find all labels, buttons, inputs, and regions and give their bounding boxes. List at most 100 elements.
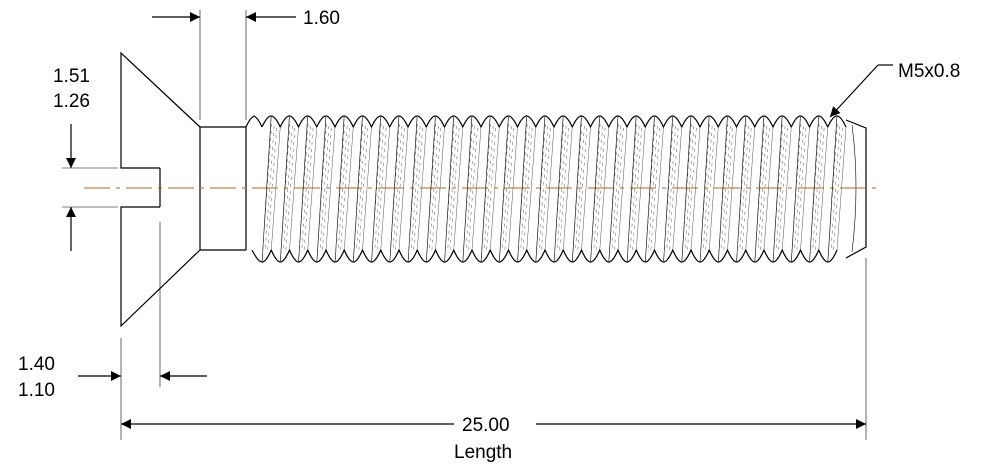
thread-shade-line (755, 123, 765, 255)
thread-shade-line (814, 127, 825, 251)
thread-shade-line (556, 125, 567, 253)
slot-width-dimension: 1.40 1.10 (18, 222, 207, 440)
thread-shade-line (794, 125, 804, 253)
thread-shade-line (371, 123, 382, 255)
thread-bottom-edge (251, 248, 838, 263)
slot-depth-label: 1.60 (303, 8, 340, 29)
thread-shade-line (833, 127, 843, 251)
thread-shade-line (702, 125, 713, 253)
thread-shade-line (632, 127, 642, 251)
thread-shade-line (554, 123, 564, 255)
thread-shade-line (650, 127, 661, 251)
thread-top-edge (261, 115, 847, 129)
thread-shade-line (577, 127, 588, 251)
thread-shade-line (572, 123, 583, 255)
thread-shade-line (319, 125, 330, 253)
thread-shade-line (611, 125, 622, 253)
thread-shade-line (645, 123, 656, 255)
thread-shade-line (575, 125, 585, 253)
thread-lines (261, 116, 847, 262)
thread-callout: M5x0.8 (829, 61, 960, 118)
thread-shade-line (559, 127, 569, 251)
thread-shade-line (483, 125, 494, 253)
thread-shade-line (778, 127, 788, 251)
thread-shade-line (499, 123, 510, 255)
thread-shade-line (775, 125, 786, 253)
thread-shade-line (828, 123, 838, 255)
thread-shade-line (627, 123, 637, 255)
thread-root-line (453, 126, 463, 251)
thread-shade-line (522, 127, 533, 251)
thread-shade-line (301, 125, 311, 253)
slot-width-b-label: 1.10 (18, 380, 55, 401)
thread-shade-line (541, 127, 551, 251)
thread-shade-line (760, 127, 770, 251)
thread-shade-line (595, 127, 606, 251)
thread-shade-line (830, 125, 841, 253)
thread-shade-line (723, 127, 734, 251)
thread-shade-line (481, 123, 491, 255)
thread-shade-line (358, 127, 369, 251)
thread-root-line (745, 126, 755, 251)
thread-shade-line (520, 125, 530, 253)
thread-shade-line (700, 123, 710, 255)
thread-shade-line (340, 127, 350, 251)
thread-shade-line (721, 125, 731, 253)
thread-root-line (709, 126, 719, 251)
thread-shade-line (395, 127, 405, 251)
thread-shade-line (502, 125, 512, 253)
threaded-shank (245, 115, 867, 263)
length-value-label: 25.00 (462, 415, 510, 436)
thread-shade-line (447, 125, 457, 253)
thread-root-line (581, 126, 591, 251)
thread-shade-line (335, 123, 345, 255)
thread-shade-line (812, 125, 822, 253)
thread-shade-line (303, 127, 314, 251)
thread-shade-line (444, 123, 455, 255)
thread-shade-line (392, 125, 403, 253)
thread-shade-line (791, 123, 802, 255)
thread-shade-line (666, 125, 676, 253)
thread-shade-line (773, 123, 783, 255)
thread-shade-line (517, 123, 528, 255)
thread-shade-line (267, 127, 277, 251)
slot-width-a-label: 1.40 (18, 354, 55, 375)
length-caption: Length (454, 442, 512, 463)
thread-shade-line (593, 125, 603, 253)
head-height-b-label: 1.26 (53, 91, 90, 112)
thread-shade-line (429, 125, 439, 253)
thread-shade-line (376, 127, 387, 251)
thread-shade-line (280, 123, 291, 255)
thread-shade-line (390, 123, 400, 255)
slot-depth-dimension: 1.60 (152, 8, 340, 120)
thread-root-line (782, 126, 792, 251)
thread-shade-line (736, 123, 747, 255)
screw-head (120, 51, 246, 328)
thread-shade-line (356, 125, 366, 253)
thread-shade-line (504, 127, 515, 251)
thread-profile-bottom (251, 248, 838, 263)
thread-shade-line (809, 123, 820, 255)
thread-shade-line (426, 123, 437, 255)
thread-shade-line (684, 125, 695, 253)
thread-shade-line (663, 123, 674, 255)
thread-root-line (654, 126, 664, 251)
thread-shade-line (465, 125, 476, 253)
thread-shade-line (337, 125, 348, 253)
head-height-a-label: 1.51 (53, 66, 90, 87)
thread-shade-line (536, 123, 546, 255)
thread-shade-line (687, 127, 697, 251)
thread-shade-line (283, 125, 293, 253)
thread-shade-line (322, 127, 332, 251)
thread-shade-line (648, 125, 658, 253)
thread-shade-line (614, 127, 624, 251)
thread-shade-line (298, 123, 309, 255)
thread-root-line (325, 126, 336, 251)
thread-shade-line (285, 127, 296, 251)
thread-shade-line (410, 125, 421, 253)
thread-shade-line (590, 123, 601, 255)
thread-shade-line (262, 123, 272, 255)
head-height-dimension: 1.51 1.26 (53, 66, 118, 251)
thread-shade-line (757, 125, 768, 253)
